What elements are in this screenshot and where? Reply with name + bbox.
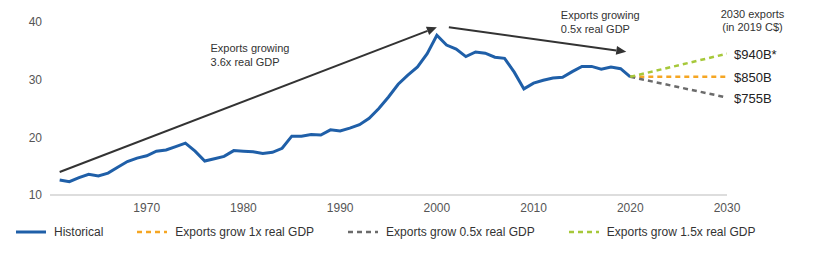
svg-text:Exports growing0.5x real GDP: Exports growing0.5x real GDP bbox=[561, 9, 640, 35]
svg-text:1990: 1990 bbox=[327, 201, 354, 215]
svg-text:$940B*: $940B* bbox=[734, 47, 777, 62]
svg-text:40: 40 bbox=[29, 15, 43, 29]
svg-text:1970: 1970 bbox=[133, 201, 160, 215]
svg-text:20: 20 bbox=[29, 131, 43, 145]
svg-text:2000: 2000 bbox=[424, 201, 451, 215]
svg-text:2030: 2030 bbox=[714, 201, 741, 215]
html-text:2030 exports: 2030 exports bbox=[720, 8, 785, 20]
html-text:Exports grow 1.5x real GDP: Exports grow 1.5x real GDP bbox=[606, 225, 756, 239]
svg-text:$850B: $850B bbox=[734, 70, 772, 85]
html-text:(in 2019 C$): (in 2019 C$) bbox=[722, 21, 783, 33]
html-text:Historical: Historical bbox=[54, 225, 104, 239]
svg-text:Exports growing3.6x real GDP: Exports growing3.6x real GDP bbox=[211, 42, 290, 68]
html-text:Exports grow 1x real GDP: Exports grow 1x real GDP bbox=[175, 225, 315, 239]
svg-text:10: 10 bbox=[29, 188, 43, 202]
svg-text:$755B: $755B bbox=[734, 91, 772, 106]
svg-text:2010: 2010 bbox=[520, 201, 547, 215]
svg-text:2020: 2020 bbox=[617, 201, 644, 215]
html-text:Exports grow 0.5x real GDP: Exports grow 0.5x real GDP bbox=[386, 225, 535, 239]
svg-text:1980: 1980 bbox=[230, 201, 257, 215]
svg-text:30: 30 bbox=[29, 73, 43, 87]
